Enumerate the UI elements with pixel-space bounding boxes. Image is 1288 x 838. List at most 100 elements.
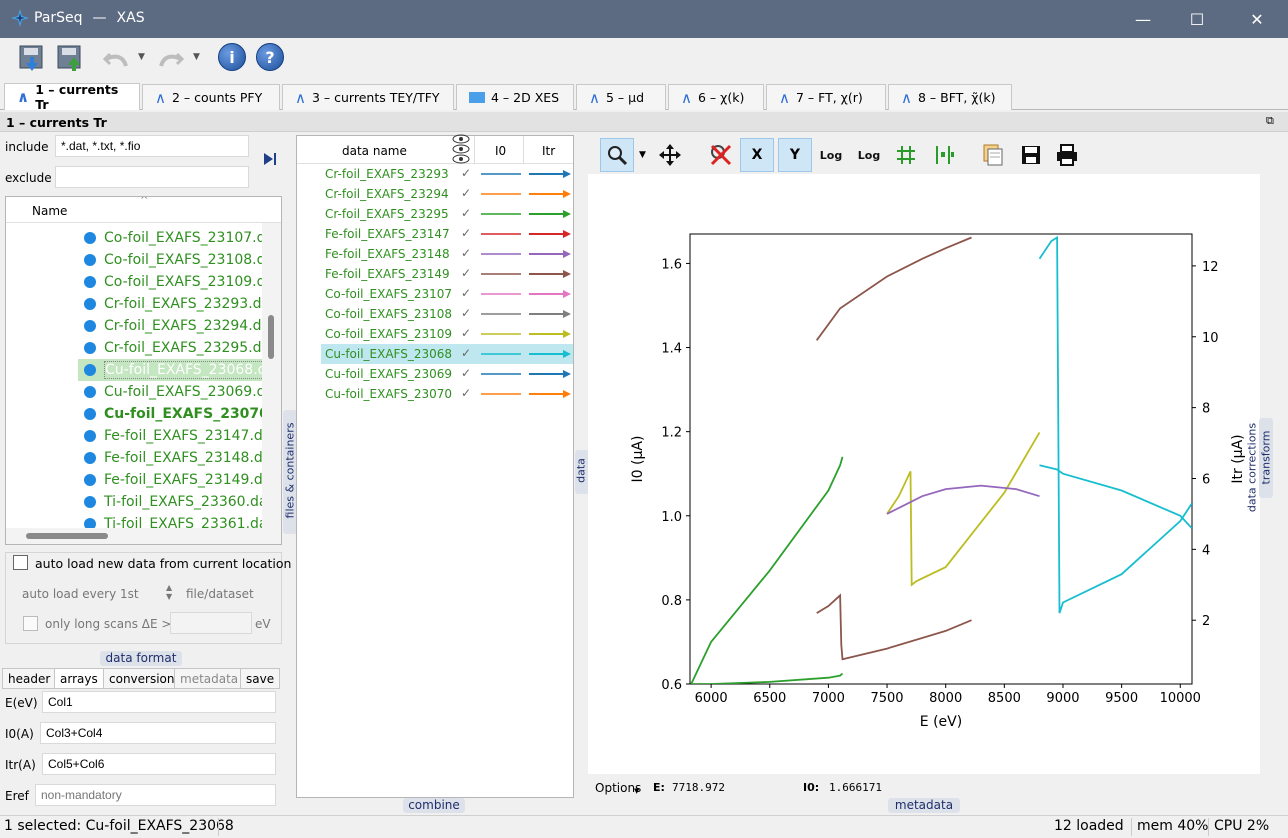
log-y-button[interactable]: Log xyxy=(852,138,886,172)
exclude-field[interactable] xyxy=(55,166,249,188)
curve-style-button[interactable] xyxy=(927,138,961,172)
data-tree[interactable]: data name I0 Itr xyxy=(296,134,574,798)
help-button[interactable]: ? xyxy=(256,43,284,71)
transform-side-tab[interactable]: transform xyxy=(1259,418,1273,498)
redo-dropdown-icon[interactable]: ▼ xyxy=(193,52,200,62)
file-tree[interactable]: Name ^ Co-foil_EXAFS_23107.d Co-foil_EXA… xyxy=(5,196,282,545)
visible-check-icon[interactable]: ✓ xyxy=(461,166,472,180)
info-button[interactable]: i xyxy=(218,43,246,71)
vertical-scrollbar[interactable] xyxy=(262,223,281,528)
options-dropdown-icon[interactable]: ▼ xyxy=(634,787,640,795)
visible-check-icon[interactable]: ✓ xyxy=(461,386,472,400)
tab-save[interactable]: save xyxy=(240,668,281,689)
file-item[interactable]: Cr-foil_EXAFS_23295.da xyxy=(84,337,270,359)
data-row[interactable]: Co-foil_EXAFS_23108 ✓ xyxy=(321,304,573,324)
data-row[interactable]: Cu-foil_EXAFS_23070 ✓ xyxy=(321,384,573,404)
horizontal-scrollbar[interactable] xyxy=(6,528,281,544)
tab-header[interactable]: header xyxy=(2,668,57,689)
redo-button[interactable] xyxy=(155,42,187,74)
zoom-dropdown-icon[interactable]: ▼ xyxy=(639,150,646,160)
print-button[interactable] xyxy=(1050,138,1084,172)
line-style-swatch[interactable] xyxy=(479,329,573,339)
data-row[interactable]: Fe-foil_EXAFS_23148 ✓ xyxy=(321,244,573,264)
line-style-swatch[interactable] xyxy=(479,369,573,379)
line-style-swatch[interactable] xyxy=(479,349,573,359)
i0-column-header[interactable]: I0 xyxy=(495,144,507,158)
visibility-header-icon[interactable] xyxy=(451,134,471,166)
chart[interactable]: 6000 6500 7000 7500 8000 8500 9000 9500 10000 0.6… xyxy=(588,174,1260,774)
minimize-button[interactable]: — xyxy=(1135,9,1151,29)
save-project-button[interactable] xyxy=(54,42,86,74)
autoload-checkbox[interactable] xyxy=(13,555,28,570)
file-item[interactable]: Cr-foil_EXAFS_23293.da xyxy=(84,293,270,315)
combine-label[interactable]: combine xyxy=(403,798,465,813)
visible-check-icon[interactable]: ✓ xyxy=(461,326,472,340)
include-field[interactable] xyxy=(55,135,249,157)
file-item[interactable]: Co-foil_EXAFS_23109.d xyxy=(84,271,266,293)
autoscale-y-button[interactable]: Y xyxy=(778,138,812,172)
pan-button[interactable] xyxy=(653,138,687,172)
long-scans-checkbox[interactable] xyxy=(23,616,38,631)
tab-currents-tr[interactable]: ∧ 1 – currents Tr xyxy=(4,82,140,112)
save-plot-button[interactable] xyxy=(1014,138,1048,172)
line-style-swatch[interactable] xyxy=(479,169,573,179)
eref-field[interactable] xyxy=(35,784,276,806)
data-corrections-side-tab[interactable]: data corrections xyxy=(1246,418,1273,518)
tab-arrays[interactable]: arrays xyxy=(54,668,104,689)
file-item[interactable]: Fe-foil_EXAFS_23149.da xyxy=(84,469,271,491)
visible-check-icon[interactable]: ✓ xyxy=(461,226,472,240)
data-name-header[interactable]: data name xyxy=(342,144,407,158)
visible-check-icon[interactable]: ✓ xyxy=(461,286,472,300)
line-style-swatch[interactable] xyxy=(479,229,573,239)
file-item[interactable]: Fe-foil_EXAFS_23148.da xyxy=(84,447,271,469)
data-format-label[interactable]: data format xyxy=(100,651,182,666)
scrollbar-thumb[interactable] xyxy=(268,315,274,359)
long-scans-field[interactable] xyxy=(170,612,252,634)
maximize-button[interactable]: ☐ xyxy=(1189,9,1205,29)
close-button[interactable]: ✕ xyxy=(1250,9,1264,29)
visible-check-icon[interactable]: ✓ xyxy=(461,206,472,220)
tab-currents-tey-tfy[interactable]: ∧ 3 – currents TEY/TFY xyxy=(282,84,454,110)
tab-bft-chi-k[interactable]: ∧ 8 – BFT, χ̃(k) xyxy=(888,84,1012,110)
scrollbar-thumb[interactable] xyxy=(26,533,108,539)
visible-check-icon[interactable]: ✓ xyxy=(461,366,472,380)
visible-check-icon[interactable]: ✓ xyxy=(461,346,472,360)
data-row[interactable]: Co-foil_EXAFS_23109 ✓ xyxy=(321,324,573,344)
copy-button[interactable] xyxy=(976,138,1010,172)
file-item[interactable]: Cu-foil_EXAFS_23070. xyxy=(84,403,274,425)
options-button[interactable]: Options xyxy=(595,781,642,795)
visible-check-icon[interactable]: ✓ xyxy=(461,306,472,320)
line-style-swatch[interactable] xyxy=(479,249,573,259)
tab-mu-d[interactable]: ∧ 5 – μd xyxy=(576,84,666,110)
itr-field[interactable] xyxy=(42,753,276,775)
undo-dropdown-icon[interactable]: ▼ xyxy=(138,52,145,62)
autoscale-x-button[interactable]: X xyxy=(740,138,774,172)
go-to-data-location-icon[interactable] xyxy=(263,152,277,166)
data-row[interactable]: Fe-foil_EXAFS_23147 ✓ xyxy=(321,224,573,244)
tab-metadata[interactable]: metadata xyxy=(174,668,245,689)
tab-chi-k[interactable]: ∧ 6 – χ(k) xyxy=(668,84,764,110)
file-item[interactable]: Cu-foil_EXAFS_23069.da xyxy=(84,381,274,403)
autoload-every-spinbox[interactable]: 1st xyxy=(120,587,139,601)
file-item[interactable]: Co-foil_EXAFS_23108.d xyxy=(84,249,266,271)
reset-zoom-button[interactable] xyxy=(704,138,738,172)
i0-field[interactable] xyxy=(40,722,276,744)
undo-button[interactable] xyxy=(100,42,132,74)
itr-column-header[interactable]: Itr xyxy=(542,144,556,158)
data-row[interactable]: Cu-foil_EXAFS_23068 ✓ xyxy=(321,344,573,364)
file-item-selected[interactable]: Cu-foil_EXAFS_23068.d xyxy=(78,359,268,381)
data-row[interactable]: Cr-foil_EXAFS_23293 ✓ xyxy=(321,164,573,184)
log-x-button[interactable]: Log xyxy=(814,138,848,172)
file-item[interactable]: Fe-foil_EXAFS_23147.da xyxy=(84,425,271,447)
tab-conversion[interactable]: conversion xyxy=(103,668,181,689)
files-containers-side-tab[interactable]: files & containers xyxy=(283,410,297,534)
metadata-label[interactable]: metadata xyxy=(888,798,960,813)
tab-counts-pfy[interactable]: ∧ 2 – counts PFY xyxy=(142,84,280,110)
line-style-swatch[interactable] xyxy=(479,309,573,319)
plot-area[interactable]: 6000 6500 7000 7500 8000 8500 9000 9500 10000 0.6… xyxy=(588,174,1260,774)
visible-check-icon[interactable]: ✓ xyxy=(461,266,472,280)
undock-icon[interactable]: ⧉ xyxy=(1266,114,1274,127)
spin-arrows-icon[interactable]: ▲ ▼ xyxy=(166,583,173,601)
visible-check-icon[interactable]: ✓ xyxy=(461,186,472,200)
data-row[interactable]: Cu-foil_EXAFS_23069 ✓ xyxy=(321,364,573,384)
